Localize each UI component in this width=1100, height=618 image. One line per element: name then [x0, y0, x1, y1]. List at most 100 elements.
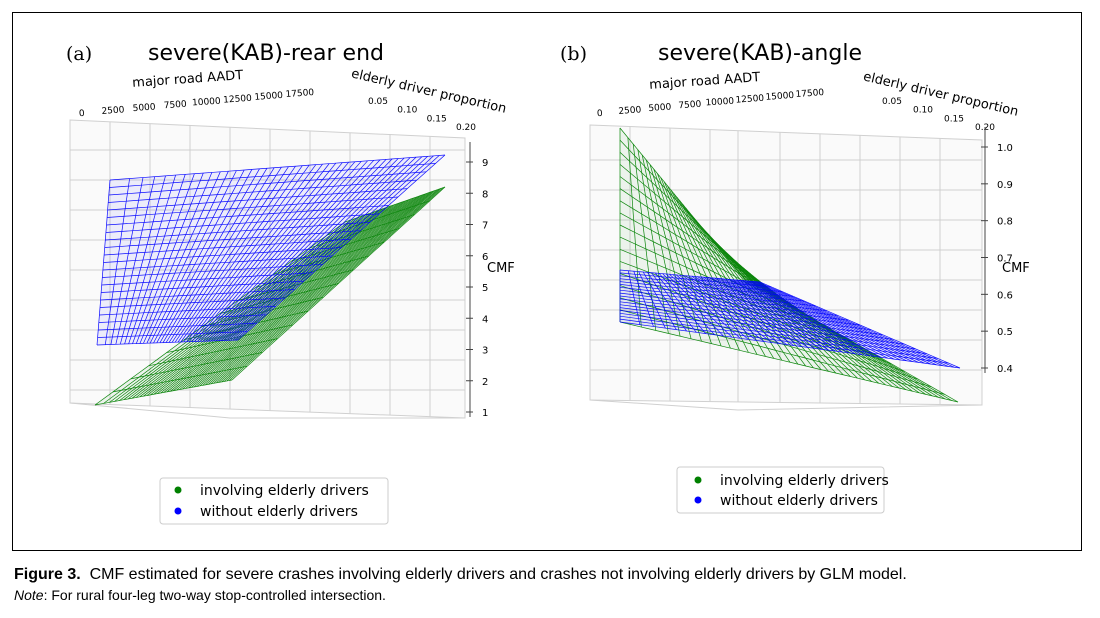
mesh-line	[104, 238, 351, 256]
mesh-line	[105, 213, 380, 233]
z-tick-label: 9	[482, 158, 488, 169]
mesh-line	[101, 272, 314, 286]
mesh-line	[102, 255, 333, 271]
mesh-line	[106, 205, 389, 226]
mesh-line	[619, 309, 945, 395]
x-tick-label: 2500	[101, 105, 125, 117]
legend-marker	[694, 476, 702, 484]
mesh-line	[107, 188, 408, 211]
mesh-line	[619, 139, 759, 288]
legend-marker	[174, 486, 182, 494]
legend-label: without elderly drivers	[200, 504, 358, 520]
mesh-line	[619, 284, 816, 307]
z-tick-label: 7	[482, 221, 488, 232]
x-tick-label: 0	[79, 109, 86, 119]
mesh-line	[103, 247, 342, 263]
mesh-line	[112, 365, 248, 393]
mesh-line	[619, 295, 861, 326]
mesh-line	[255, 255, 369, 288]
mesh-line	[98, 314, 267, 323]
mesh-line	[105, 221, 370, 241]
x-tick-label: 12500	[735, 94, 765, 106]
x-tick-label: 10000	[192, 97, 222, 109]
z-tick-label: 5	[482, 283, 488, 294]
mesh-line	[619, 321, 959, 403]
x-tick-label: 15000	[765, 91, 795, 103]
mesh-line	[291, 228, 400, 262]
mesh-line	[619, 286, 827, 312]
panel-label: (a)	[66, 43, 92, 65]
mesh-line	[619, 298, 872, 331]
panel-label: (b)	[560, 43, 587, 65]
legend-box	[676, 466, 885, 514]
legend-marker	[694, 496, 702, 504]
surface-without-elderly	[96, 154, 446, 346]
z-tick-label: 6	[482, 252, 488, 263]
mesh-line	[99, 306, 276, 316]
figure-note: Note: For rural four-leg two-way stop-co…	[14, 587, 1089, 603]
x-tick-label: 17500	[285, 88, 315, 100]
y-axis-label: elderly driver proportion	[862, 69, 1020, 119]
mesh-line	[104, 230, 361, 248]
z-axis: 1 2 3 4 5 6 7 8 9	[466, 142, 488, 419]
mesh-line	[108, 179, 417, 203]
z-tick-label: 1.0	[997, 143, 1013, 154]
mesh-line	[619, 312, 927, 355]
z-tick-label: 0.4	[997, 364, 1013, 375]
z-tick-label: 0.6	[997, 290, 1013, 301]
mesh-line	[130, 352, 263, 380]
mesh-line	[619, 318, 949, 364]
mesh-line	[619, 289, 838, 316]
x-tick-label: 12500	[223, 94, 253, 106]
mesh-line	[619, 301, 883, 335]
z-axis-label: CMF	[1002, 261, 1030, 276]
mesh-line	[619, 275, 783, 292]
x-axis-label: major road AADT	[649, 70, 761, 93]
mesh-line	[619, 307, 905, 345]
x-tick-label: 7500	[678, 100, 702, 112]
mesh-line	[326, 200, 430, 236]
legend-box	[159, 477, 389, 525]
mesh-line	[619, 188, 812, 319]
mesh-line	[619, 281, 805, 302]
mesh-line	[109, 154, 446, 181]
figure-caption: Figure 3. CMF estimated for severe crash…	[14, 565, 1089, 585]
z-tick-label: 0.7	[997, 254, 1013, 265]
legend: involving elderly drivers without elderly…	[159, 477, 389, 525]
x-tick-label: 5000	[132, 102, 156, 114]
z-tick-label: 0.9	[997, 180, 1013, 191]
caption-label: Figure 3.	[14, 566, 81, 583]
mesh-line	[166, 324, 293, 354]
mesh-line	[97, 331, 248, 338]
z-tick-label: 1	[482, 408, 488, 419]
mesh-line	[619, 152, 772, 296]
legend-label: without elderly drivers	[720, 493, 878, 509]
note-label: Note	[14, 587, 44, 603]
legend-marker	[174, 507, 182, 515]
z-tick-label: 0.5	[997, 327, 1013, 338]
z-tick-label: 2	[482, 377, 488, 388]
y-tick-label: 0.05	[368, 97, 388, 107]
x-tick-label: 7500	[164, 100, 188, 112]
mesh-line	[106, 196, 399, 218]
mesh-line	[619, 321, 961, 369]
legend-label: involving elderly drivers	[200, 483, 369, 499]
chart-panel-b: (b) severe(KAB)-angle 0 2500 5000 7500 10000 12…	[560, 41, 1030, 514]
mesh-line	[98, 322, 257, 331]
z-axis: 0.4 0.5 0.6 0.7 0.8 0.9 1.0	[981, 127, 1013, 375]
mesh-line	[99, 297, 286, 308]
figure-frame	[12, 12, 1082, 551]
mesh-line	[219, 283, 339, 314]
y-tick-label: 0.10	[397, 106, 417, 116]
chart-title: severe(KAB)-angle	[658, 41, 862, 66]
mesh-line	[619, 272, 772, 288]
mesh-line	[102, 263, 323, 278]
mesh-line	[96, 339, 239, 346]
mesh-line	[108, 171, 427, 196]
mesh-line	[619, 269, 761, 283]
z-tick-label: 0.8	[997, 217, 1013, 228]
z-axis-label: CMF	[487, 261, 515, 276]
mesh-line	[619, 304, 894, 340]
y-tick-label: 0.20	[456, 123, 476, 133]
chart-panel-a: (a) severe(KAB)-rear end 0 2500 5000 7500 1000…	[66, 41, 515, 525]
